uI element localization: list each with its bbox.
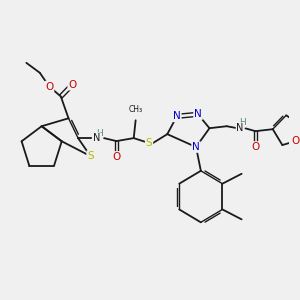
Text: H: H (96, 129, 103, 138)
Text: N: N (192, 142, 200, 152)
Text: S: S (146, 138, 152, 148)
Text: N: N (236, 123, 244, 133)
Text: CH₃: CH₃ (129, 105, 143, 114)
Text: S: S (87, 151, 94, 161)
Text: N: N (173, 111, 181, 121)
Text: O: O (68, 80, 76, 90)
Text: O: O (251, 142, 260, 152)
Text: H: H (239, 118, 245, 127)
Text: N: N (194, 109, 202, 119)
Text: O: O (292, 136, 300, 146)
Text: O: O (45, 82, 53, 92)
Text: O: O (112, 152, 121, 162)
Text: N: N (93, 133, 100, 143)
